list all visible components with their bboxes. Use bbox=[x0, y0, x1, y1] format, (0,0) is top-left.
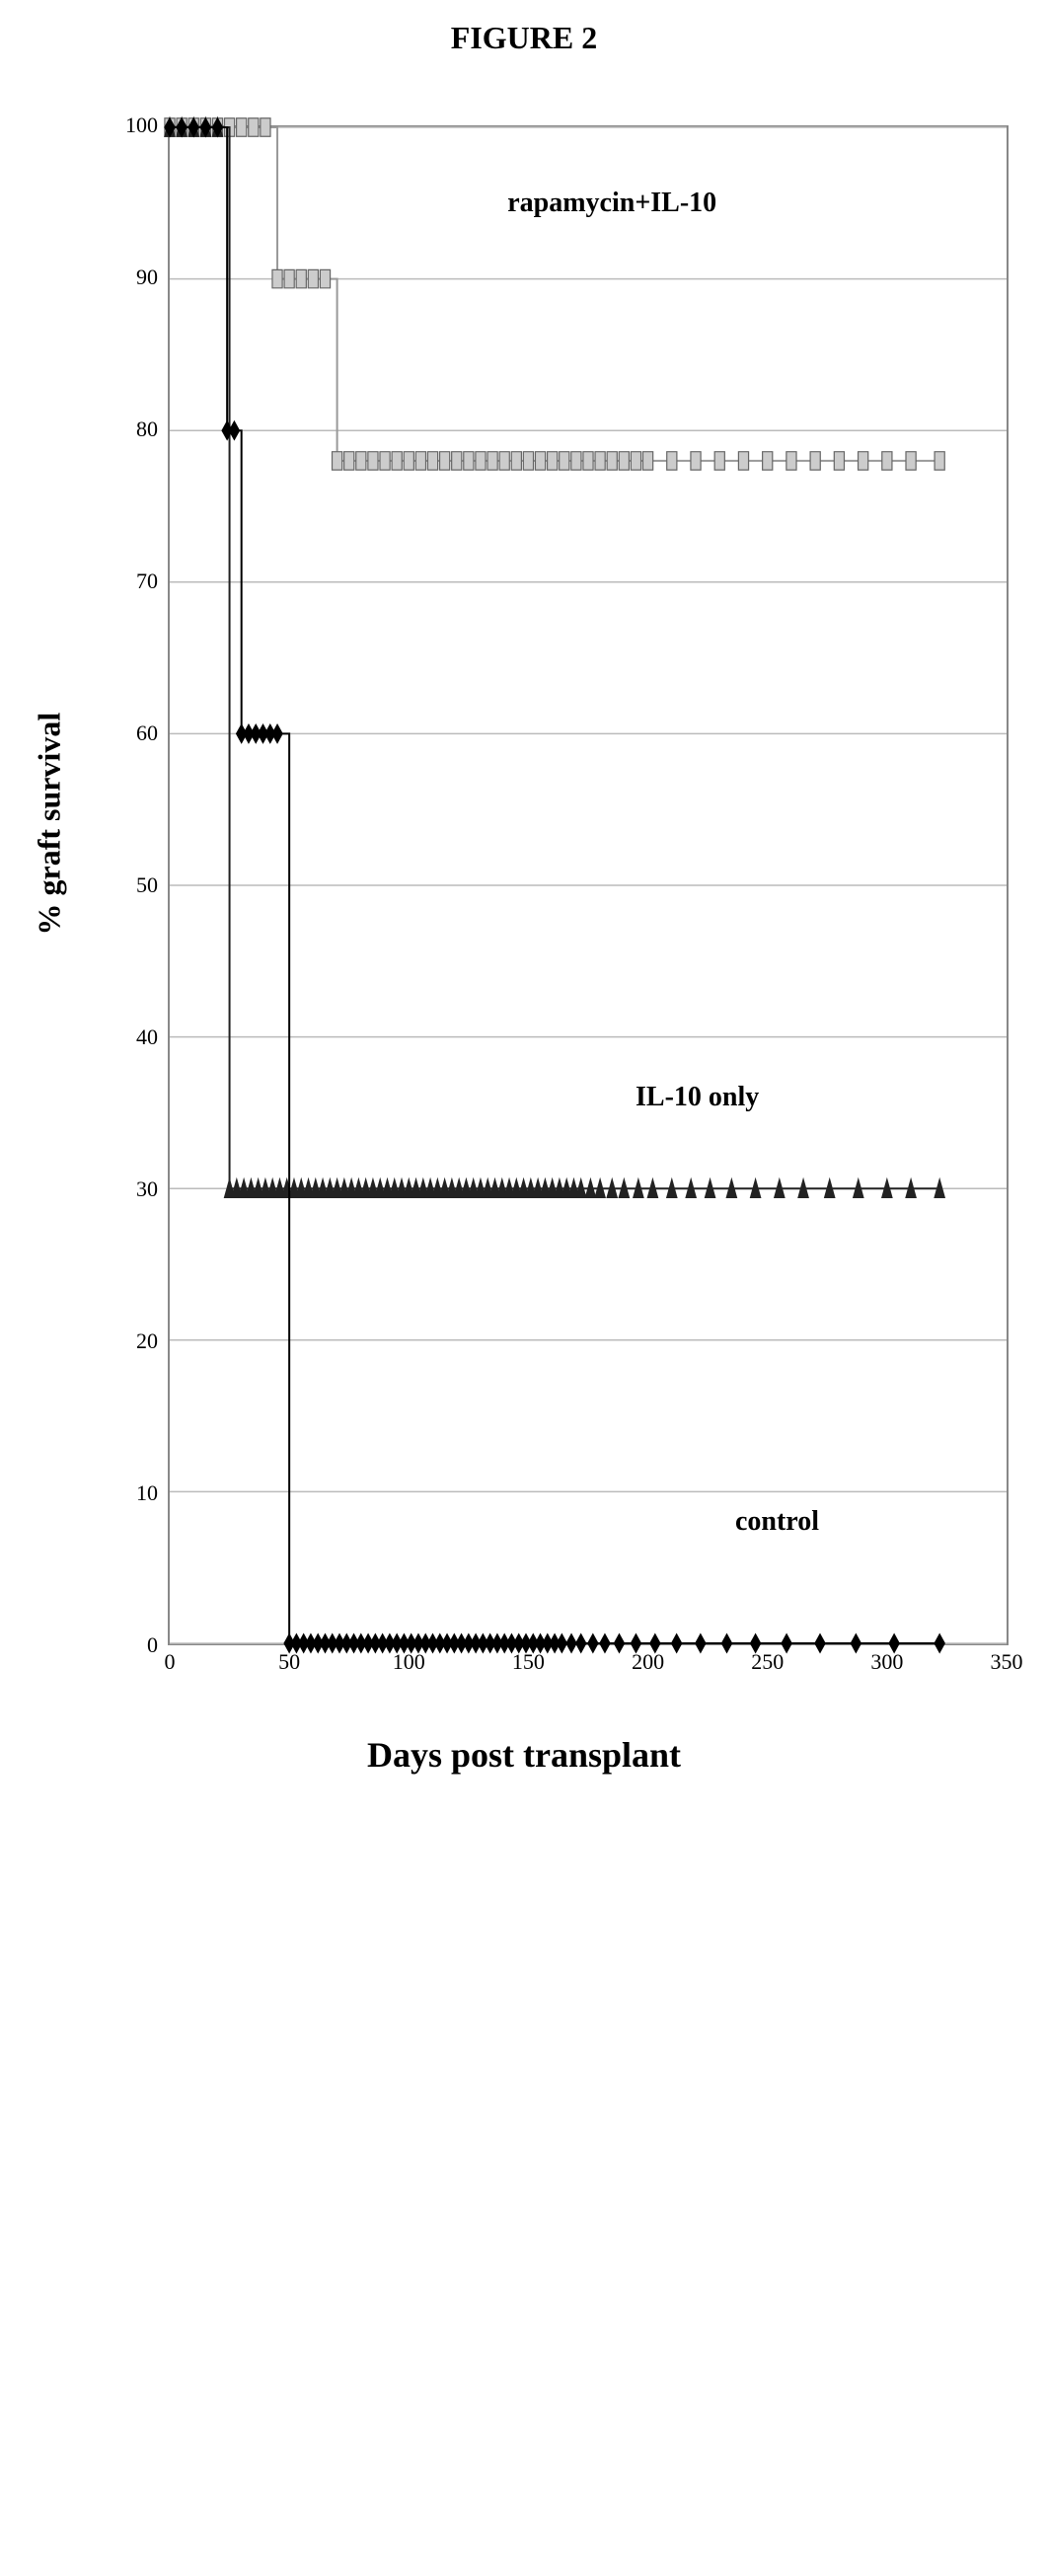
series-marker bbox=[721, 1634, 731, 1652]
series-marker bbox=[714, 452, 724, 470]
series-marker bbox=[696, 1634, 706, 1652]
series-marker bbox=[452, 452, 462, 470]
x-tick-label: 0 bbox=[165, 1643, 176, 1675]
y-tick-label: 10 bbox=[99, 1480, 158, 1506]
x-tick-label: 300 bbox=[870, 1643, 903, 1675]
x-tick-label: 350 bbox=[991, 1643, 1023, 1675]
chart-row: % graft survival 050100150200250300350ra… bbox=[20, 115, 1028, 1695]
series-marker bbox=[834, 452, 844, 470]
y-tick-label: 20 bbox=[99, 1328, 158, 1354]
x-tick-label: 200 bbox=[632, 1643, 664, 1675]
y-tick-label: 70 bbox=[99, 568, 158, 594]
chart-box: 050100150200250300350rapamycin+IL-10IL-1… bbox=[99, 115, 1028, 1695]
series-marker bbox=[935, 452, 944, 470]
series-marker bbox=[237, 118, 247, 136]
y-tick-label: 80 bbox=[99, 417, 158, 442]
y-tick-label: 100 bbox=[99, 113, 158, 138]
series-marker bbox=[392, 452, 402, 470]
series-marker bbox=[511, 452, 521, 470]
series-marker bbox=[619, 452, 629, 470]
series-marker bbox=[296, 269, 306, 287]
series-marker bbox=[595, 452, 605, 470]
series-label: rapamycin+IL-10 bbox=[507, 188, 716, 219]
series-marker bbox=[380, 452, 390, 470]
y-tick-label: 0 bbox=[99, 1632, 158, 1658]
series-marker bbox=[320, 269, 330, 287]
x-tick-label: 250 bbox=[751, 1643, 784, 1675]
series-marker bbox=[642, 452, 652, 470]
series-line bbox=[170, 127, 939, 461]
series-marker bbox=[272, 269, 282, 287]
series-marker bbox=[810, 452, 820, 470]
series-marker bbox=[499, 452, 509, 470]
y-tick-label: 90 bbox=[99, 265, 158, 290]
plot-svg bbox=[170, 127, 1007, 1643]
series-marker bbox=[415, 452, 425, 470]
series-marker bbox=[566, 1634, 576, 1652]
series-marker bbox=[815, 1634, 825, 1652]
series-marker bbox=[548, 452, 558, 470]
series-label: control bbox=[735, 1506, 819, 1538]
series-marker bbox=[859, 452, 868, 470]
series-marker bbox=[851, 1634, 861, 1652]
series-marker bbox=[560, 452, 569, 470]
series-label: IL-10 only bbox=[636, 1082, 759, 1113]
series-marker bbox=[667, 452, 677, 470]
series-marker bbox=[738, 452, 748, 470]
x-axis-label: Days post transplant bbox=[20, 1734, 1028, 1776]
series-marker bbox=[464, 452, 474, 470]
y-tick-label: 60 bbox=[99, 720, 158, 746]
series-marker bbox=[571, 452, 581, 470]
series-marker bbox=[906, 452, 916, 470]
series-marker bbox=[935, 1634, 944, 1652]
series-marker bbox=[284, 269, 294, 287]
series-marker bbox=[763, 452, 773, 470]
series-marker bbox=[691, 452, 701, 470]
series-marker bbox=[356, 452, 366, 470]
series-marker bbox=[344, 452, 354, 470]
series-marker bbox=[882, 452, 892, 470]
series-marker bbox=[672, 1634, 682, 1652]
series-marker bbox=[229, 421, 239, 439]
figure-title: FIGURE 2 bbox=[451, 20, 597, 56]
x-tick-label: 100 bbox=[393, 1643, 425, 1675]
series-marker bbox=[607, 452, 617, 470]
series-marker bbox=[557, 1634, 566, 1652]
series-marker bbox=[308, 269, 318, 287]
plot-area: 050100150200250300350rapamycin+IL-10IL-1… bbox=[168, 125, 1009, 1645]
series-marker bbox=[487, 452, 497, 470]
series-marker bbox=[600, 1634, 610, 1652]
series-marker bbox=[614, 1634, 624, 1652]
y-axis-label: % graft survival bbox=[32, 875, 68, 935]
series-marker bbox=[249, 118, 259, 136]
series-marker bbox=[535, 452, 545, 470]
y-tick-label: 30 bbox=[99, 1176, 158, 1202]
series-marker bbox=[523, 452, 533, 470]
x-tick-label: 150 bbox=[512, 1643, 545, 1675]
series-marker bbox=[583, 452, 593, 470]
series-marker bbox=[368, 452, 378, 470]
series-marker bbox=[588, 1634, 598, 1652]
y-tick-label: 40 bbox=[99, 1024, 158, 1050]
series-marker bbox=[261, 118, 270, 136]
series-marker bbox=[404, 452, 413, 470]
series-marker bbox=[576, 1634, 586, 1652]
figure-container: FIGURE 2 % graft survival 05010015020025… bbox=[20, 20, 1028, 1776]
series-marker bbox=[272, 724, 282, 742]
series-marker bbox=[440, 452, 450, 470]
series-marker bbox=[427, 452, 437, 470]
y-tick-label: 50 bbox=[99, 872, 158, 898]
series-marker bbox=[476, 452, 486, 470]
x-tick-label: 50 bbox=[278, 1643, 300, 1675]
series-marker bbox=[333, 452, 342, 470]
series-marker bbox=[631, 452, 640, 470]
series-marker bbox=[786, 452, 796, 470]
